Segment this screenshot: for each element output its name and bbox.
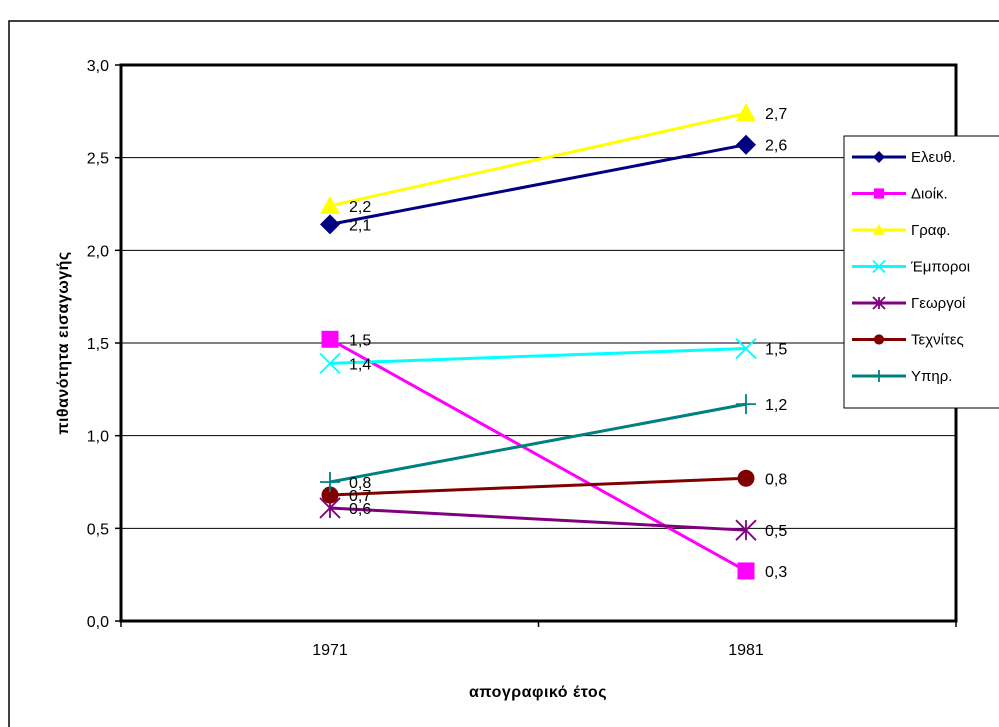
data-label: 0,3 — [765, 564, 787, 581]
data-label: 2,7 — [765, 106, 787, 123]
data-point — [872, 259, 886, 274]
legend-label: Υπηρ. — [911, 368, 952, 385]
data-point — [873, 370, 885, 382]
legend-box — [843, 135, 999, 409]
legend-label: Έμποροι — [910, 259, 970, 276]
data-point — [873, 188, 885, 199]
data-point — [320, 472, 340, 492]
data-point — [737, 469, 755, 487]
data-point — [319, 352, 341, 375]
data-label: 0,6 — [349, 501, 371, 518]
data-point — [735, 337, 757, 360]
legend-label: Γεωργοί — [911, 295, 966, 312]
data-point — [321, 330, 339, 348]
y-tick-label: 1,5 — [87, 336, 109, 353]
x-tick-label: 1971 — [312, 642, 348, 659]
data-label: 0,8 — [349, 475, 371, 492]
legend-label: Διοίκ. — [911, 186, 948, 203]
data-point — [320, 214, 340, 235]
y-axis: 0,0 0,5 1,0 1,5 2,0 2,5 3,0 — [87, 58, 121, 631]
legend-label: Γραφ. — [911, 222, 950, 239]
series-layer — [319, 103, 757, 580]
y-tick-label: 0,0 — [87, 614, 109, 631]
y-tick-label: 0,5 — [87, 521, 109, 538]
y-tick-label: 2,5 — [87, 151, 109, 168]
x-tick-label: 1981 — [728, 642, 764, 659]
data-label: 1,2 — [765, 397, 787, 414]
legend: Ελευθ. Διοίκ. Γραφ. Έμποροι Γεωργοί Τεχνίτες Υ… — [843, 135, 999, 409]
data-label: 1,5 — [765, 342, 787, 359]
y-tick-label: 2,0 — [87, 243, 109, 260]
legend-label: Ελευθ. — [911, 149, 956, 166]
data-label: 1,4 — [349, 356, 371, 373]
data-point — [736, 134, 756, 155]
gridlines — [121, 157, 956, 529]
data-label: 0,7 — [349, 488, 371, 505]
data-label: 2,1 — [349, 217, 371, 234]
series-line — [329, 506, 747, 532]
series-line — [329, 476, 747, 497]
data-point — [736, 103, 756, 122]
data-point — [321, 486, 339, 504]
data-point — [873, 224, 885, 235]
data-point — [736, 394, 756, 415]
legend-label: Τεχνίτες — [911, 332, 964, 349]
series-line — [329, 143, 747, 226]
data-point — [873, 151, 885, 163]
series-line — [329, 402, 747, 484]
data-label: 2,2 — [349, 199, 371, 216]
y-axis-title: πιθανότητα εισαγωγής — [55, 251, 72, 435]
series-line — [329, 347, 747, 365]
x-axis-title: απογραφικό έτος — [469, 684, 607, 701]
data-labels-layer: 2,12,61,50,32,22,71,41,50,60,50,70,80,81… — [349, 106, 787, 581]
y-tick-label: 3,0 — [87, 58, 109, 75]
series-line — [329, 111, 747, 208]
data-label: 0,5 — [765, 523, 787, 540]
data-point — [320, 195, 340, 214]
series-line — [329, 337, 747, 573]
data-point — [737, 562, 755, 580]
y-tick-label: 1,0 — [87, 429, 109, 446]
data-point — [873, 334, 885, 345]
data-label: 0,8 — [765, 471, 787, 488]
data-label: 2,6 — [765, 138, 787, 155]
data-label: 1,5 — [349, 332, 371, 349]
data-point — [872, 296, 886, 310]
data-point — [735, 519, 757, 541]
x-axis: 1971 1981 — [120, 621, 957, 659]
